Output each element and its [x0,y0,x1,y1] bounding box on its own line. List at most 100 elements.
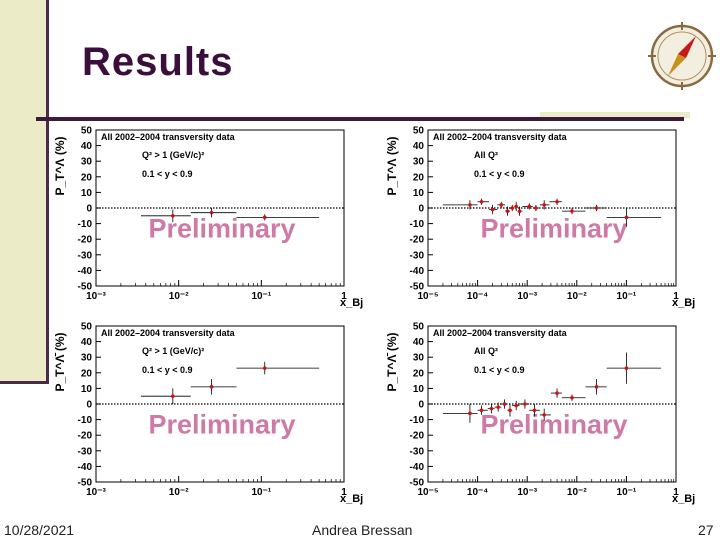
data-point [479,408,484,413]
y-tick-label: 20 [81,368,93,379]
compass-logo-icon [648,22,716,90]
y-tick-label: 50 [81,126,93,137]
plot-annotation: Q² > 1 (GeV/c)² [142,150,204,160]
plot-panel-1: 50 40 30 20 10 0 -10 -20 -30 -40 -50 10⁻³ 10⁻² 10⁻¹ 1 P… [48,122,368,312]
data-point [262,366,267,370]
y-tick-label: -10 [410,415,425,426]
data-point [624,215,629,220]
data-point [489,406,494,411]
title-rule [36,117,684,121]
plot-annotation: 0.1 < y < 0.9 [474,169,525,179]
x-tick-label: 1 [341,487,347,498]
plot-title: All 2002–2004 transversity data [433,132,568,142]
data-point [594,385,599,389]
y-tick-label: 50 [81,322,93,333]
data-point [570,209,574,213]
plot-title: All 2002–2004 transversity data [101,328,236,338]
y-tick-label: 50 [413,126,425,137]
data-point [517,209,522,213]
y-tick-label: 40 [81,337,93,348]
y-tick-label: -20 [410,235,425,246]
plot-panel-2: 50 40 30 20 10 0 -10 -20 -30 -40 -50 10⁻⁵ 10⁻⁴ 10⁻³ 10… [380,122,700,312]
slide-title: Results [82,40,234,84]
y-tick-label: 0 [86,400,92,411]
y-tick-label: 10 [81,188,93,199]
plot-title: All 2002–2004 transversity data [101,132,236,142]
x-tick-label: 10⁻¹ [617,487,637,498]
preliminary-watermark: Preliminary [480,409,627,439]
data-point [534,206,538,210]
x-tick-label: 10⁻² [169,291,189,302]
y-tick-label: -50 [410,282,425,293]
y-tick-label: 20 [413,172,425,183]
plot-annotation: 0.1 < y < 0.9 [142,365,193,375]
y-tick-label: 40 [413,141,425,152]
x-axis-label: x_Bj [340,297,363,309]
data-point [542,203,546,207]
data-point [510,206,515,210]
y-tick-label: -50 [410,478,425,489]
x-tick-label: 10⁻⁵ [417,291,438,302]
y-tick-label: -30 [410,446,425,457]
y-tick-label: 30 [81,353,93,364]
y-tick-label: -30 [410,250,425,261]
preliminary-watermark: Preliminary [480,213,627,243]
data-point [171,394,175,398]
x-tick-label: 10⁻² [567,487,587,498]
y-tick-label: -10 [78,415,93,426]
data-point [468,411,472,416]
data-point [594,206,599,210]
data-point [624,366,629,370]
y-tick-label: -30 [78,250,93,261]
x-tick-label: 10⁻⁴ [467,487,488,498]
plot-panel-4: 50 40 30 20 10 0 -10 -20 -30 -40 -50 10⁻⁵ 10⁻⁴ 10⁻³ 10… [380,318,700,508]
x-tick-label: 10⁻⁴ [467,291,488,302]
y-tick-label: -40 [78,462,93,473]
side-rule [46,0,49,384]
y-tick-label: 30 [81,157,93,168]
x-tick-label: 10⁻¹ [251,291,271,302]
x-tick-label: 10⁻³ [517,487,537,498]
plot-title: All 2002–2004 transversity data [433,328,568,338]
y-tick-label: 0 [418,400,424,411]
x-axis-label: x_Bj [672,493,695,505]
y-tick-label: 30 [413,157,425,168]
side-band [0,0,48,384]
plot-annotation: All Q² [474,150,498,160]
footer-page-number: 27 [698,522,714,538]
y-tick-label: -50 [78,478,93,489]
data-point [555,391,559,395]
data-point [532,408,537,413]
data-point [209,385,214,389]
x-axis-label: x_Bj [340,493,363,505]
plot-panel-3: 50 40 30 20 10 0 -10 -20 -30 -40 -50 10⁻³ 10⁻² 10⁻¹ 1 P… [48,318,368,508]
footer-date: 10/28/2021 [4,522,75,538]
y-tick-label: -40 [78,266,93,277]
data-point [499,203,504,207]
data-point [479,199,484,204]
x-tick-label: 10⁻³ [517,291,537,302]
y-axis-label: P_T^Λ (%) [385,136,399,195]
data-point [514,403,518,408]
x-tick-label: 1 [341,291,347,302]
x-tick-label: 1 [673,291,679,302]
data-point [555,199,559,204]
data-point [514,204,518,209]
y-tick-label: 20 [413,368,425,379]
plot-annotation: 0.1 < y < 0.9 [142,169,193,179]
x-axis-label: x_Bj [672,297,695,309]
data-point [508,408,512,413]
y-tick-label: -10 [410,219,425,230]
x-tick-label: 10⁻³ [86,487,106,498]
y-tick-label: -40 [410,266,425,277]
data-point [505,209,510,213]
data-point [468,203,472,207]
y-tick-label: -20 [78,431,93,442]
y-tick-label: 40 [81,141,93,152]
y-tick-label: 40 [413,337,425,348]
data-point [209,210,214,215]
plot-annotation: Q² > 1 (GeV/c)² [142,346,204,356]
